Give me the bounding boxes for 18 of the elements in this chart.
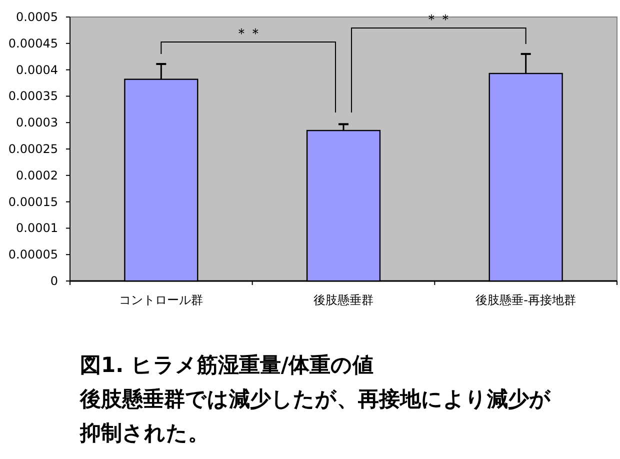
annotation: ＊＊: [424, 12, 453, 28]
annotation: ＊＊: [234, 26, 262, 42]
y-tick-label: 0: [50, 274, 58, 288]
y-tick-label: 0.0003: [16, 116, 58, 130]
y-tick-label: 0.0002: [16, 168, 58, 182]
y-tick-label: 0.00005: [8, 248, 58, 262]
y-tick-label: 0.00035: [8, 89, 58, 104]
y-tick-label: 0.0005: [16, 10, 58, 24]
y-tick-label: 0.00025: [8, 142, 58, 156]
x-tick-label: コントロール群: [119, 293, 204, 307]
y-tick-label: 0.0004: [16, 62, 58, 77]
x-tick-label: 後肢懸垂-再接地群: [476, 293, 576, 307]
y-tick-label: 0.00015: [8, 194, 58, 209]
x-tick-label: 後肢懸垂群: [314, 293, 374, 307]
text: 図1. ヒラメ筋湿重量/体重の値: [80, 352, 375, 379]
y-tick-label: 0.00045: [8, 36, 58, 50]
y-tick-label: 0.0001: [16, 221, 58, 236]
text: 後肢懸垂群では減少したが、再接地により減少が抑制された。: [80, 386, 552, 447]
